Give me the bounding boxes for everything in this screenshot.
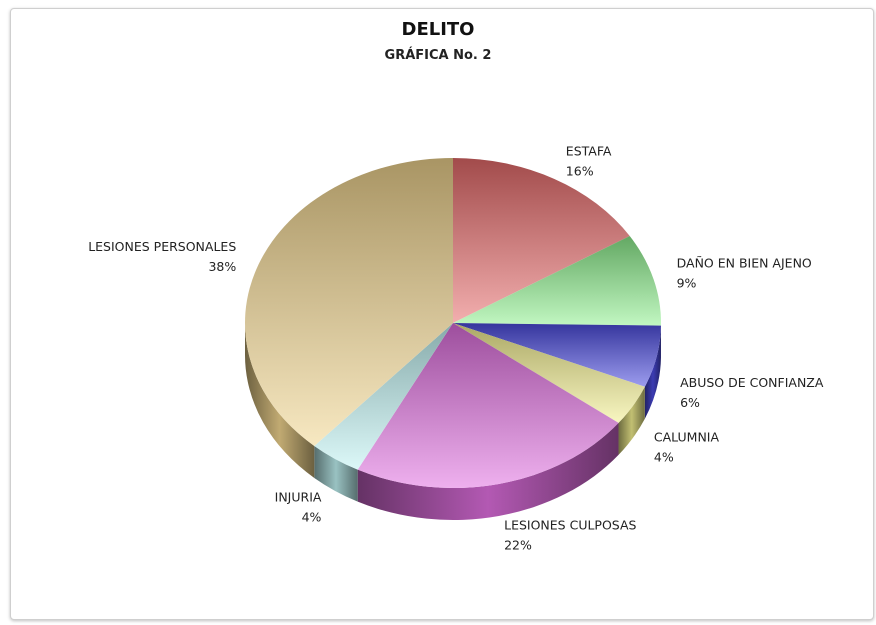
pie-side-lesiones-personales	[245, 323, 315, 478]
pie-side-abuso-de-confianza	[644, 325, 661, 419]
label-lesiones-culposas: LESIONES CULPOSAS 22%	[504, 517, 636, 552]
slice-percent-label: 38%	[208, 259, 236, 274]
pie-tops	[245, 158, 661, 488]
label-lesiones-personales: LESIONES PERSONALES 38%	[88, 239, 236, 274]
pie-side-lesiones-culposas	[357, 422, 619, 520]
pie-side-calumnia	[618, 386, 645, 455]
slice-percent-label: 4%	[654, 450, 674, 465]
label-estafa: ESTAFA 16%	[566, 143, 612, 178]
slice-name-label: LESIONES CULPOSAS	[504, 517, 636, 532]
pie-slice-abuso-de-confianza[interactable]	[453, 323, 661, 387]
chart-title: DELITO	[401, 19, 475, 40]
pie-labels: ESTAFA 16% DAÑO EN BIEN AJENO 9% ABUSO DE CO…	[88, 143, 824, 552]
slice-percent-label: 4%	[302, 509, 322, 524]
slice-percent-label: 22%	[504, 537, 532, 552]
pie-side-injuria	[314, 445, 358, 502]
label-injuria: INJURIA 4%	[275, 489, 322, 524]
slice-name-label: LESIONES PERSONALES	[88, 239, 236, 254]
pie-slice-injuria[interactable]	[314, 323, 453, 470]
slice-name-label: DAÑO EN BIEN AJENO	[677, 256, 812, 271]
slice-name-label: ABUSO DE CONFIANZA	[680, 375, 824, 390]
pie-slice-da-o-en-bien-ajeno[interactable]	[453, 236, 661, 326]
slice-name-label: ESTAFA	[566, 143, 612, 158]
slice-name-label: CALUMNIA	[654, 430, 720, 445]
pie-sides	[245, 323, 661, 520]
label-calumnia: CALUMNIA 4%	[654, 430, 720, 465]
label-abuso-de-confianza: ABUSO DE CONFIANZA 6%	[680, 375, 824, 410]
slice-name-label: INJURIA	[275, 489, 322, 504]
label-da-o-en-bien-ajeno: DAÑO EN BIEN AJENO 9%	[677, 256, 812, 291]
slice-percent-label: 6%	[680, 395, 700, 410]
slice-percent-label: 9%	[677, 276, 697, 291]
pie-slice-lesiones-culposas[interactable]	[357, 323, 619, 488]
pie-slice-calumnia[interactable]	[453, 323, 645, 423]
pie-slice-estafa[interactable]	[453, 158, 630, 323]
chart-subtitle: GRÁFICA No. 2	[384, 48, 492, 63]
pie-slice-lesiones-personales[interactable]	[245, 158, 453, 446]
slice-percent-label: 16%	[566, 163, 594, 178]
